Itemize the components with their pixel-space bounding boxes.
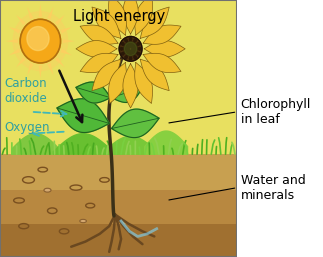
Circle shape	[124, 44, 127, 47]
Circle shape	[132, 53, 135, 56]
Polygon shape	[60, 27, 72, 34]
Circle shape	[130, 54, 132, 57]
Polygon shape	[140, 59, 169, 91]
Polygon shape	[111, 82, 142, 103]
Polygon shape	[57, 99, 109, 133]
Polygon shape	[0, 154, 237, 190]
Polygon shape	[12, 134, 59, 154]
Polygon shape	[145, 131, 188, 154]
Circle shape	[134, 56, 136, 59]
Circle shape	[137, 43, 140, 45]
Ellipse shape	[44, 188, 51, 192]
Circle shape	[139, 48, 141, 50]
Polygon shape	[38, 4, 42, 17]
Circle shape	[131, 50, 133, 53]
Circle shape	[131, 45, 133, 48]
Circle shape	[124, 51, 127, 53]
Polygon shape	[0, 190, 237, 224]
Circle shape	[119, 36, 142, 61]
Circle shape	[123, 48, 126, 50]
Circle shape	[130, 38, 132, 40]
Circle shape	[120, 48, 123, 50]
Circle shape	[130, 51, 132, 53]
Text: Chlorophyll
in leaf: Chlorophyll in leaf	[241, 98, 311, 126]
Polygon shape	[123, 0, 138, 34]
Polygon shape	[76, 82, 110, 103]
Polygon shape	[8, 49, 20, 55]
Polygon shape	[63, 39, 75, 43]
Circle shape	[132, 48, 135, 50]
Polygon shape	[27, 7, 33, 19]
Polygon shape	[16, 15, 26, 25]
Polygon shape	[109, 0, 126, 35]
Circle shape	[132, 49, 134, 52]
Polygon shape	[135, 62, 152, 103]
Circle shape	[134, 51, 137, 53]
Polygon shape	[144, 41, 185, 57]
Circle shape	[20, 19, 60, 63]
Polygon shape	[92, 59, 121, 91]
Polygon shape	[47, 7, 54, 19]
Circle shape	[27, 26, 49, 51]
Circle shape	[130, 44, 132, 47]
Circle shape	[126, 53, 129, 56]
Circle shape	[132, 42, 135, 44]
Text: Water and
minerals: Water and minerals	[241, 174, 305, 201]
Polygon shape	[0, 0, 237, 154]
Circle shape	[132, 46, 134, 49]
Circle shape	[130, 41, 132, 44]
Circle shape	[128, 50, 130, 53]
Text: Light energy: Light energy	[73, 9, 165, 24]
Ellipse shape	[80, 219, 87, 223]
Polygon shape	[111, 109, 159, 137]
Polygon shape	[16, 57, 26, 68]
Polygon shape	[107, 136, 154, 154]
Text: Oxygen: Oxygen	[5, 121, 50, 134]
Circle shape	[137, 52, 140, 55]
Circle shape	[13, 12, 68, 71]
Polygon shape	[109, 62, 126, 103]
Circle shape	[134, 39, 136, 42]
Polygon shape	[80, 53, 118, 73]
Circle shape	[127, 46, 129, 49]
Polygon shape	[135, 0, 152, 35]
Circle shape	[127, 49, 129, 52]
Polygon shape	[0, 0, 237, 39]
Polygon shape	[92, 7, 121, 38]
Circle shape	[130, 57, 132, 60]
Polygon shape	[143, 25, 181, 44]
Polygon shape	[143, 53, 181, 73]
Text: Carbon
dioxide: Carbon dioxide	[5, 77, 47, 105]
Circle shape	[121, 52, 124, 55]
Polygon shape	[0, 224, 237, 257]
Polygon shape	[55, 15, 65, 25]
Polygon shape	[0, 39, 237, 77]
Polygon shape	[47, 63, 54, 76]
Circle shape	[121, 43, 124, 45]
Circle shape	[124, 42, 137, 56]
Polygon shape	[53, 134, 113, 154]
Polygon shape	[76, 41, 117, 57]
Polygon shape	[60, 49, 72, 55]
Polygon shape	[0, 116, 237, 154]
Circle shape	[125, 39, 127, 42]
Polygon shape	[0, 77, 237, 116]
Circle shape	[135, 48, 138, 50]
Circle shape	[134, 44, 137, 47]
Polygon shape	[123, 63, 138, 108]
Circle shape	[126, 42, 129, 44]
Polygon shape	[38, 66, 42, 78]
Polygon shape	[6, 39, 18, 43]
Circle shape	[125, 56, 127, 59]
Circle shape	[127, 48, 129, 50]
Polygon shape	[55, 57, 65, 68]
Polygon shape	[27, 63, 33, 76]
Polygon shape	[8, 27, 20, 34]
Polygon shape	[140, 7, 169, 38]
Polygon shape	[80, 25, 118, 44]
Circle shape	[128, 45, 130, 48]
